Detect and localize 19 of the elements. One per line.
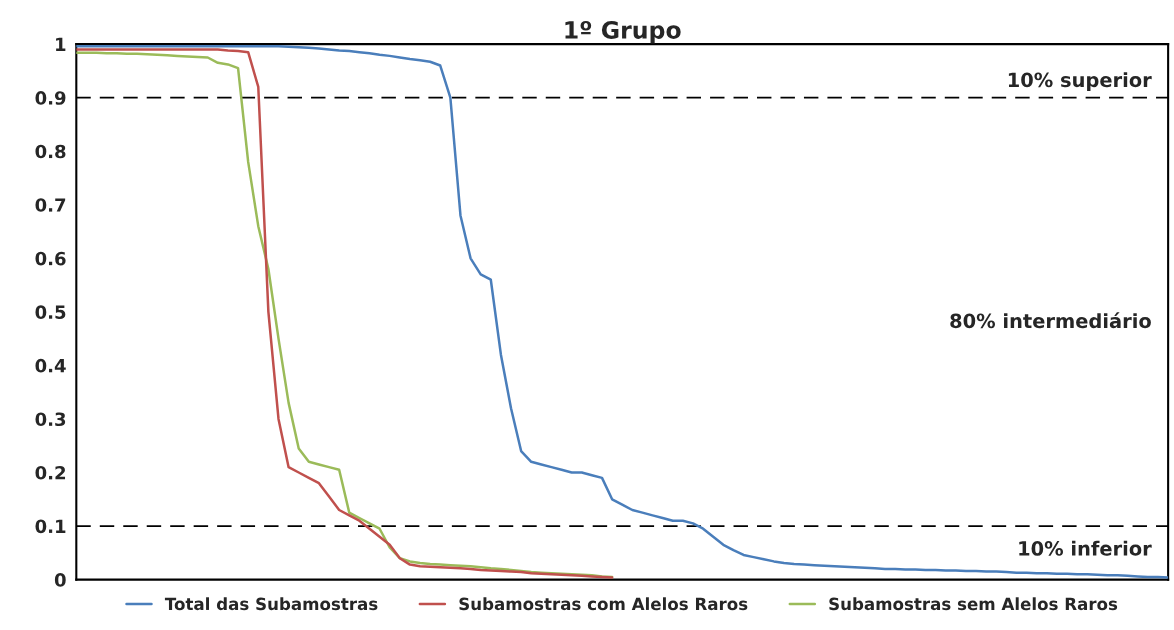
y-tick-label: 0.1 [35,519,66,534]
annotation: 80% intermediário [950,312,1151,329]
y-tick-label: 0.7 [35,198,66,212]
y-tick-label: 0 [54,573,66,587]
legend-label: Total das Subamostras [164,597,378,611]
y-tick-label: 0.5 [35,305,66,319]
y-tick-label: 0.4 [35,358,66,373]
annotation: 10% superior [1008,72,1152,91]
legend-label: Subamostras com Alelos Raros [459,597,748,611]
y-tick-label: 0.3 [35,412,66,427]
y-tick-label: 0.8 [35,144,66,159]
chart-title: 1º Grupo [565,21,681,44]
annotation: 10% inferior [1019,540,1152,556]
y-tick-label: 1 [56,37,66,51]
y-tick-label: 0.9 [35,91,66,105]
y-tick-label: 0.2 [35,465,66,480]
legend-label: Subamostras sem Alelos Raros [829,597,1118,611]
y-tick-label: 0.6 [35,251,66,266]
line-series [76,44,1169,579]
